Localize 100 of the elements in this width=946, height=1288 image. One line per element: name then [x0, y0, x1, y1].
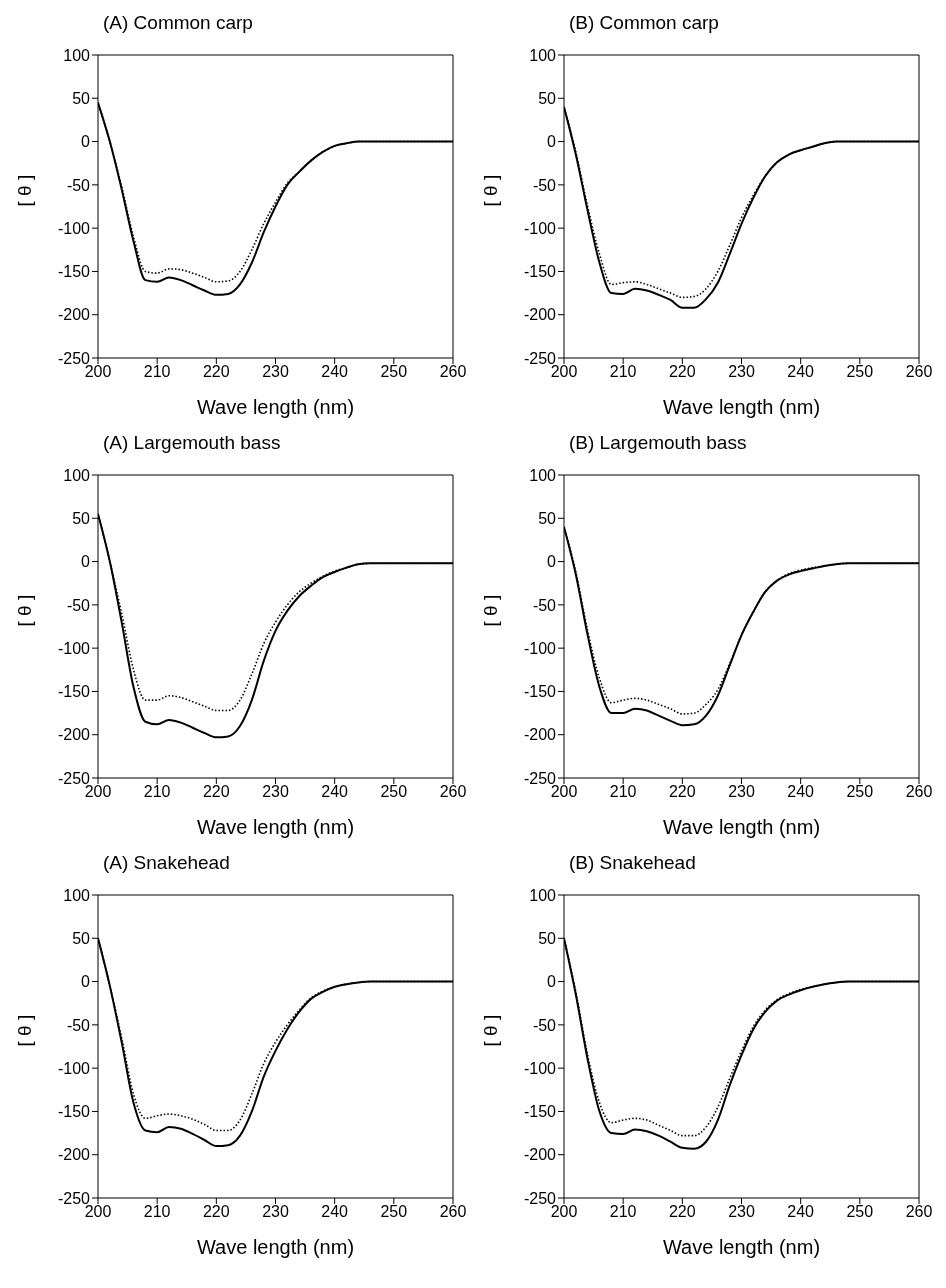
- y-tick-label: 0: [81, 553, 91, 571]
- y-tick-label: -50: [532, 596, 557, 614]
- y-tick-label: 50: [538, 89, 557, 107]
- y-tick-label: -50: [532, 176, 557, 194]
- y-tick-label: 100: [63, 466, 91, 484]
- y-tick-label: 50: [538, 929, 557, 947]
- x-tick-label: 230: [728, 363, 755, 381]
- y-tick-label: -100: [57, 639, 91, 657]
- chart-title: (A) Largemouth bass: [102, 432, 282, 455]
- x-axis-title: Wave length (nm): [196, 396, 355, 418]
- x-tick-label: 240: [321, 783, 349, 801]
- x-tick-label: 220: [668, 783, 696, 801]
- y-tick-label: 0: [547, 973, 557, 991]
- y-tick-label: 0: [547, 553, 557, 571]
- y-tick-label: -150: [523, 263, 557, 281]
- x-tick-label: 220: [668, 1203, 696, 1221]
- x-tick-label: 220: [202, 783, 230, 801]
- x-axis-title: Wave length (nm): [662, 1236, 821, 1258]
- y-tick-label: 100: [63, 46, 91, 64]
- y-tick-label: -50: [66, 176, 91, 194]
- y-axis-title: [ θ ]: [13, 174, 35, 207]
- x-axis-title: Wave length (nm): [662, 816, 821, 838]
- y-axis-title: [ θ ]: [479, 174, 501, 207]
- y-tick-label: -100: [57, 219, 91, 237]
- y-tick-label: -200: [57, 306, 91, 324]
- x-axis-title: Wave length (nm): [196, 1236, 355, 1258]
- y-tick-label: -150: [523, 683, 557, 701]
- chart-title: (B) Largemouth bass: [568, 432, 748, 455]
- x-tick-label: 250: [846, 363, 874, 381]
- y-tick-label: 100: [63, 886, 91, 904]
- x-tick-label: 220: [202, 363, 230, 381]
- y-tick-label: 50: [72, 89, 91, 107]
- y-axis-title: [ θ ]: [13, 1014, 35, 1047]
- y-tick-label: 0: [547, 133, 557, 151]
- x-axis-title: Wave length (nm): [662, 396, 821, 418]
- x-tick-label: 200: [550, 783, 578, 801]
- y-tick-label: -200: [57, 1146, 91, 1164]
- x-axis-title: Wave length (nm): [196, 816, 355, 838]
- x-tick-label: 220: [668, 363, 696, 381]
- y-tick-label: 100: [529, 466, 557, 484]
- x-tick-label: 250: [380, 363, 408, 381]
- y-tick-label: -200: [523, 306, 557, 324]
- y-tick-label: -100: [57, 1059, 91, 1077]
- y-tick-label: 50: [72, 929, 91, 947]
- x-tick-label: 250: [380, 1203, 408, 1221]
- x-tick-label: 260: [439, 783, 467, 801]
- x-tick-label: 210: [609, 1203, 637, 1221]
- y-tick-label: -100: [523, 1059, 557, 1077]
- chart-title: (B) Snakehead: [568, 852, 697, 875]
- y-tick-label: 0: [81, 133, 91, 151]
- x-tick-label: 240: [321, 363, 349, 381]
- y-tick-label: -150: [57, 1103, 91, 1121]
- y-tick-label: -200: [523, 1146, 557, 1164]
- y-axis-title: [ θ ]: [13, 594, 35, 627]
- x-tick-label: 220: [202, 1203, 230, 1221]
- x-tick-label: 230: [728, 783, 755, 801]
- x-tick-label: 210: [609, 363, 637, 381]
- y-tick-label: -50: [66, 596, 91, 614]
- y-tick-label: -50: [532, 1016, 557, 1034]
- x-tick-label: 240: [321, 1203, 349, 1221]
- x-tick-label: 210: [609, 783, 637, 801]
- y-axis-title: [ θ ]: [479, 1014, 501, 1047]
- x-tick-label: 250: [846, 783, 874, 801]
- x-tick-label: 200: [550, 1203, 578, 1221]
- x-tick-label: 250: [846, 1203, 874, 1221]
- x-tick-label: 260: [439, 363, 467, 381]
- x-tick-label: 200: [84, 363, 112, 381]
- x-tick-label: 260: [905, 1203, 933, 1221]
- x-tick-label: 200: [550, 363, 578, 381]
- y-tick-label: 100: [529, 46, 557, 64]
- chart-title: (A) Snakehead: [102, 852, 231, 875]
- y-tick-label: -100: [523, 639, 557, 657]
- y-tick-label: 50: [538, 509, 557, 527]
- x-tick-label: 210: [143, 783, 171, 801]
- x-tick-label: 240: [787, 1203, 815, 1221]
- y-tick-label: 0: [81, 973, 91, 991]
- x-tick-label: 210: [143, 363, 171, 381]
- x-tick-label: 230: [262, 783, 289, 801]
- y-tick-label: -150: [57, 683, 91, 701]
- y-tick-label: -150: [523, 1103, 557, 1121]
- y-tick-label: -50: [66, 1016, 91, 1034]
- x-tick-label: 230: [262, 1203, 289, 1221]
- y-axis-title: [ θ ]: [479, 594, 501, 627]
- x-tick-label: 260: [439, 1203, 467, 1221]
- chart-title: (A) Common carp: [102, 12, 254, 35]
- x-tick-label: 240: [787, 363, 815, 381]
- y-tick-label: -100: [523, 219, 557, 237]
- y-tick-label: -150: [57, 263, 91, 281]
- y-tick-label: -200: [57, 726, 91, 744]
- y-tick-label: 100: [529, 886, 557, 904]
- x-tick-label: 200: [84, 1203, 112, 1221]
- y-tick-label: -200: [523, 726, 557, 744]
- x-tick-label: 260: [905, 363, 933, 381]
- x-tick-label: 200: [84, 783, 112, 801]
- x-tick-label: 260: [905, 783, 933, 801]
- y-tick-label: 50: [72, 509, 91, 527]
- x-tick-label: 210: [143, 1203, 171, 1221]
- x-tick-label: 230: [728, 1203, 755, 1221]
- x-tick-label: 230: [262, 363, 289, 381]
- x-tick-label: 240: [787, 783, 815, 801]
